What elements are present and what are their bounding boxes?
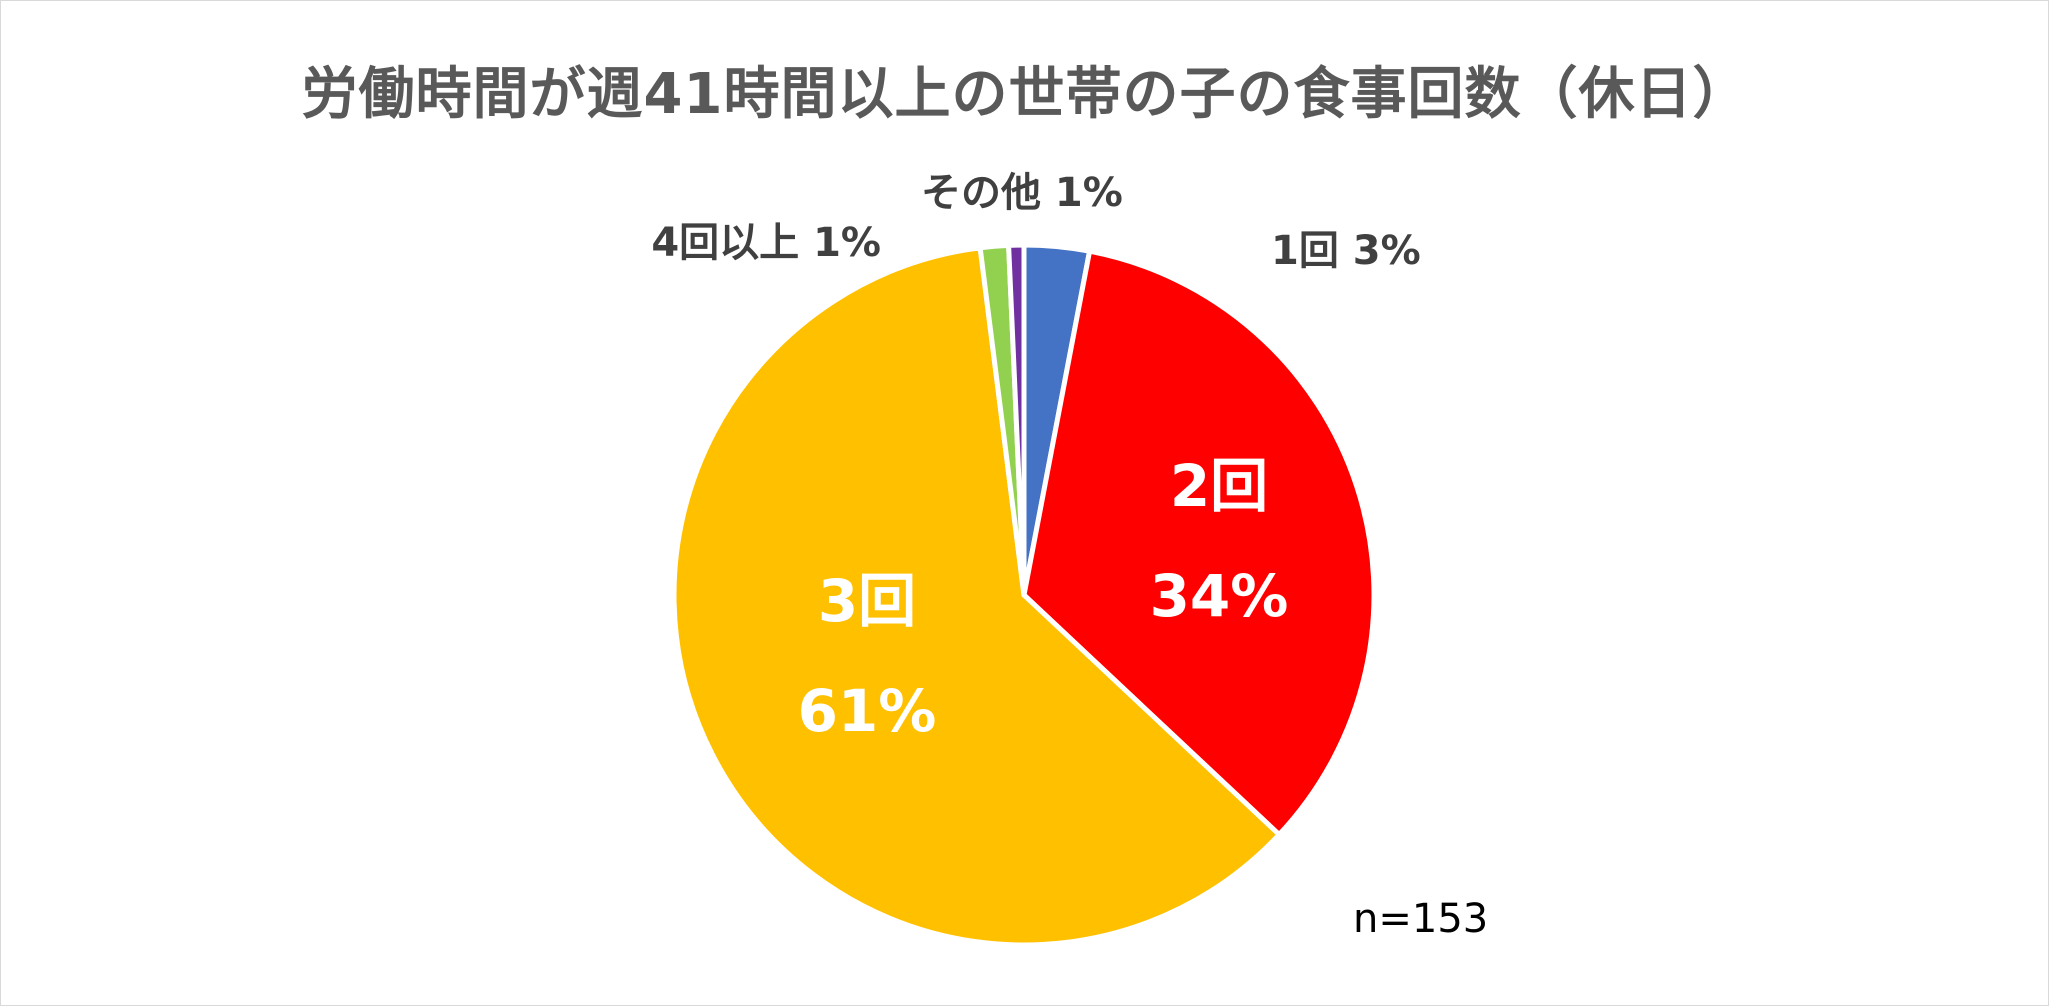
slice-3kai-category-label: 3回 [818, 567, 916, 635]
sample-size-note: n=153 [1353, 896, 1489, 942]
slice-sonota [1006, 242, 1027, 598]
slice-2kai [1021, 248, 1377, 838]
slice-2kai-category-label: 2回 [1170, 452, 1268, 520]
slice-sonota-label: その他 1% [921, 170, 1123, 216]
slice-1kai-label: 1回 3% [1271, 228, 1421, 274]
slice-4kai-ijou-label: 4回以上 1% [651, 220, 881, 266]
slice-3kai [671, 245, 1282, 948]
chart-title: 労働時間が週41時間以上の世帯の子の食事回数（休日） [301, 62, 1750, 127]
slice-2kai-percent-label: 34% [1150, 562, 1289, 630]
slice-3kai-percent-label: 61% [798, 677, 937, 745]
